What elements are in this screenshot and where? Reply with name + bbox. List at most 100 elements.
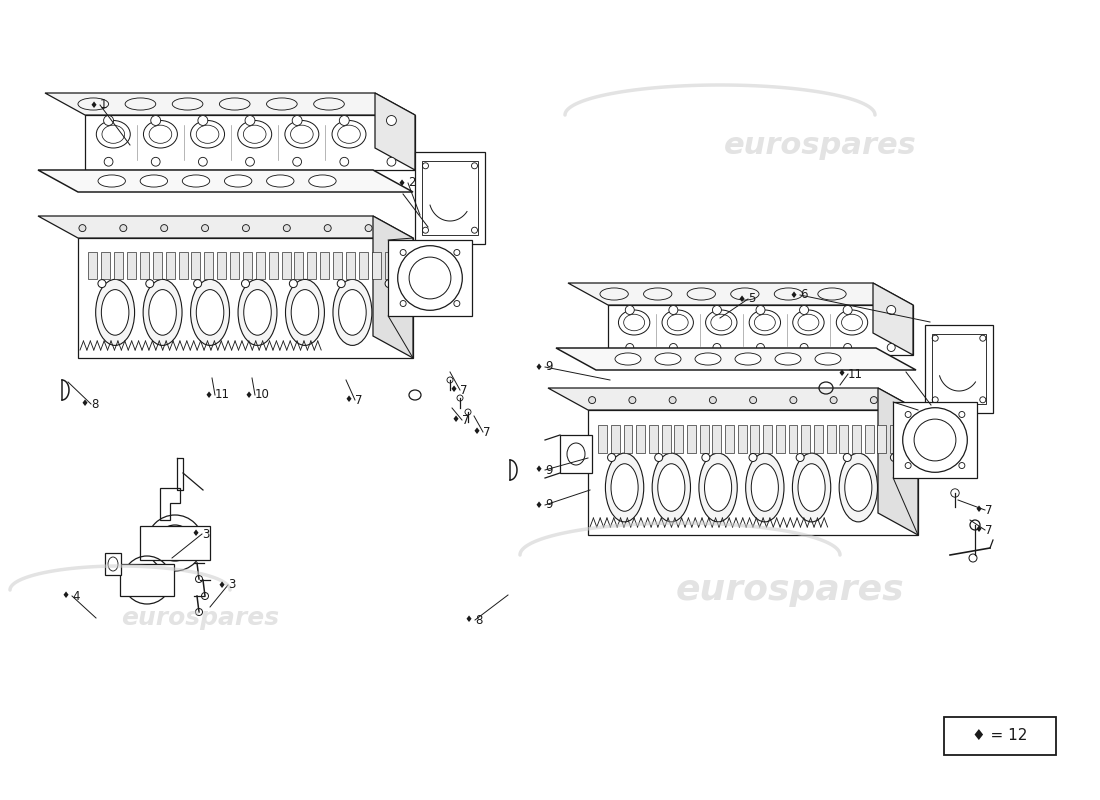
Ellipse shape <box>751 464 779 511</box>
Circle shape <box>870 397 878 403</box>
Text: ♦: ♦ <box>465 615 473 625</box>
Polygon shape <box>45 93 415 115</box>
Bar <box>178 253 187 278</box>
Circle shape <box>629 397 636 403</box>
Ellipse shape <box>658 464 685 511</box>
Bar <box>104 553 121 575</box>
Ellipse shape <box>792 453 830 522</box>
Text: ♦: ♦ <box>205 390 213 399</box>
Text: ♦: ♦ <box>473 427 481 437</box>
Circle shape <box>386 115 396 126</box>
Bar <box>282 253 290 278</box>
Circle shape <box>950 489 959 497</box>
Circle shape <box>702 454 710 462</box>
FancyBboxPatch shape <box>944 717 1056 755</box>
Bar <box>636 425 645 453</box>
Bar <box>750 425 759 453</box>
Bar <box>205 253 213 278</box>
Ellipse shape <box>286 279 324 346</box>
Polygon shape <box>160 488 180 520</box>
Text: ♦: ♦ <box>398 178 406 187</box>
Bar <box>359 253 367 278</box>
Ellipse shape <box>615 353 641 365</box>
Circle shape <box>844 454 851 462</box>
Ellipse shape <box>845 464 872 511</box>
Circle shape <box>713 306 722 314</box>
Text: ♦: ♦ <box>790 290 798 299</box>
Bar <box>256 253 265 278</box>
Circle shape <box>196 575 202 582</box>
Circle shape <box>365 225 372 232</box>
Polygon shape <box>548 388 918 410</box>
Bar <box>140 253 148 278</box>
Ellipse shape <box>735 353 761 365</box>
Text: 3: 3 <box>228 578 235 591</box>
Circle shape <box>120 225 127 232</box>
Circle shape <box>905 462 911 469</box>
Text: ♦: ♦ <box>450 386 458 394</box>
Text: ♦: ♦ <box>975 526 983 534</box>
Bar <box>839 425 848 453</box>
Bar <box>388 240 472 316</box>
Circle shape <box>669 397 676 403</box>
Bar <box>925 325 993 413</box>
Polygon shape <box>39 170 412 192</box>
Circle shape <box>970 520 980 530</box>
Text: ♦: ♦ <box>535 501 543 510</box>
Polygon shape <box>85 115 415 170</box>
Bar <box>166 253 175 278</box>
Circle shape <box>447 377 453 383</box>
Bar <box>893 402 977 478</box>
Ellipse shape <box>839 453 878 522</box>
Text: 1: 1 <box>100 98 108 111</box>
Circle shape <box>385 280 393 288</box>
Circle shape <box>796 454 804 462</box>
Bar <box>738 425 747 453</box>
Ellipse shape <box>98 175 125 187</box>
Bar <box>114 253 123 278</box>
Text: ♦: ♦ <box>838 370 846 378</box>
Bar <box>217 253 227 278</box>
Circle shape <box>757 343 764 351</box>
Circle shape <box>198 115 208 126</box>
Circle shape <box>196 609 202 615</box>
Text: 7: 7 <box>462 414 470 426</box>
Text: 2: 2 <box>408 177 416 190</box>
Bar <box>624 425 632 453</box>
Circle shape <box>146 280 154 288</box>
Circle shape <box>959 411 965 418</box>
Ellipse shape <box>238 279 277 346</box>
Ellipse shape <box>148 290 176 335</box>
Polygon shape <box>375 93 415 170</box>
Circle shape <box>151 115 161 126</box>
Polygon shape <box>873 283 913 355</box>
Bar <box>385 253 394 278</box>
Polygon shape <box>39 216 412 238</box>
Bar <box>243 253 252 278</box>
Polygon shape <box>588 410 918 535</box>
Circle shape <box>843 306 852 314</box>
Text: 11: 11 <box>848 367 864 381</box>
Text: 6: 6 <box>800 289 807 302</box>
Text: 7: 7 <box>460 383 467 397</box>
Bar <box>295 253 304 278</box>
Ellipse shape <box>339 290 366 335</box>
Bar <box>191 253 200 278</box>
Circle shape <box>713 343 721 351</box>
Circle shape <box>324 225 331 232</box>
Text: 3: 3 <box>202 527 209 541</box>
Text: 9: 9 <box>544 463 552 477</box>
Bar <box>307 253 317 278</box>
Circle shape <box>245 115 255 126</box>
Bar <box>120 564 174 596</box>
Text: ♦: ♦ <box>738 294 746 303</box>
Bar <box>333 253 342 278</box>
Circle shape <box>454 301 460 306</box>
Bar <box>801 425 810 453</box>
Circle shape <box>293 158 301 166</box>
Bar <box>932 334 987 404</box>
Text: eurospares: eurospares <box>724 130 916 159</box>
Ellipse shape <box>224 175 252 187</box>
Circle shape <box>152 158 161 166</box>
Circle shape <box>201 593 209 599</box>
